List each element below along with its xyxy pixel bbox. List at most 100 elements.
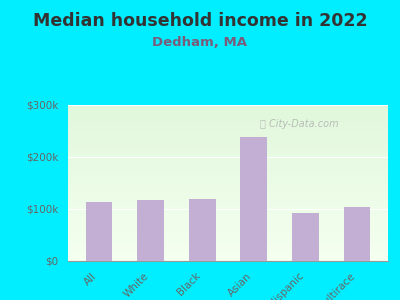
Text: ⌕ City-Data.com: ⌕ City-Data.com [260, 119, 339, 129]
Bar [68, 111, 388, 113]
Bar [68, 236, 388, 238]
Bar [68, 209, 388, 211]
Bar [68, 153, 388, 155]
Bar [68, 189, 388, 191]
Bar [68, 142, 388, 144]
Bar [68, 169, 388, 170]
Bar [68, 242, 388, 244]
Bar [68, 167, 388, 169]
Bar [68, 260, 388, 261]
Bar [68, 160, 388, 161]
Bar [68, 217, 388, 219]
Bar [68, 205, 388, 206]
Bar [68, 155, 388, 157]
Bar [68, 186, 388, 188]
Bar [68, 247, 388, 248]
Text: Dedham, MA: Dedham, MA [152, 36, 248, 49]
Bar [68, 231, 388, 233]
Bar [68, 113, 388, 114]
Bar [68, 183, 388, 184]
Bar [68, 174, 388, 175]
Bar [68, 253, 388, 255]
Bar [68, 180, 388, 182]
Bar [68, 105, 388, 106]
Bar [68, 152, 388, 153]
Bar [68, 225, 388, 227]
Bar [68, 203, 388, 205]
Bar [68, 177, 388, 178]
Bar [68, 202, 388, 203]
Bar [68, 127, 388, 128]
Bar [68, 161, 388, 163]
Bar [344, 207, 370, 261]
Bar [68, 245, 388, 247]
Bar [137, 200, 164, 261]
Bar [68, 133, 388, 135]
Bar [68, 118, 388, 119]
Bar [68, 166, 388, 167]
Bar [68, 258, 388, 260]
Bar [292, 213, 319, 261]
Bar [68, 208, 388, 209]
Bar [68, 150, 388, 152]
Bar [68, 157, 388, 158]
Bar [68, 139, 388, 141]
Bar [68, 124, 388, 125]
Bar [68, 230, 388, 231]
Bar [68, 158, 388, 160]
Bar [68, 138, 388, 139]
Bar [68, 196, 388, 197]
Bar [68, 170, 388, 172]
Bar [86, 202, 112, 261]
Bar [68, 121, 388, 122]
Bar [68, 135, 388, 136]
Bar [68, 191, 388, 192]
Bar [68, 106, 388, 108]
Bar [68, 182, 388, 183]
Bar [68, 216, 388, 217]
Bar [68, 184, 388, 186]
Bar [68, 125, 388, 127]
Bar [68, 222, 388, 224]
Bar [68, 244, 388, 245]
Bar [68, 146, 388, 147]
Bar [68, 220, 388, 222]
Bar [68, 164, 388, 166]
Bar [68, 199, 388, 200]
Bar [68, 108, 388, 110]
Bar [68, 248, 388, 250]
Bar [68, 130, 388, 131]
Bar [68, 149, 388, 150]
Bar [68, 233, 388, 235]
Bar [68, 255, 388, 256]
Bar [68, 250, 388, 252]
Bar [68, 192, 388, 194]
Bar [68, 175, 388, 177]
Bar [68, 110, 388, 111]
Bar [68, 256, 388, 258]
Bar [68, 116, 388, 118]
Bar [68, 147, 388, 149]
Bar [68, 188, 388, 189]
Bar [68, 228, 388, 230]
Bar [68, 200, 388, 202]
Bar [68, 194, 388, 196]
Bar [68, 136, 388, 138]
Text: Median household income in 2022: Median household income in 2022 [33, 12, 367, 30]
Bar [68, 238, 388, 239]
Bar [68, 131, 388, 133]
Bar [68, 119, 388, 121]
Bar [68, 206, 388, 208]
Bar [68, 163, 388, 164]
Bar [68, 211, 388, 213]
Bar [68, 114, 388, 116]
Bar [240, 137, 267, 261]
Bar [68, 224, 388, 225]
Bar [68, 239, 388, 241]
Bar [68, 172, 388, 174]
Bar [68, 128, 388, 130]
Bar [68, 227, 388, 228]
Bar [68, 141, 388, 142]
Bar [68, 252, 388, 253]
Bar [68, 197, 388, 199]
